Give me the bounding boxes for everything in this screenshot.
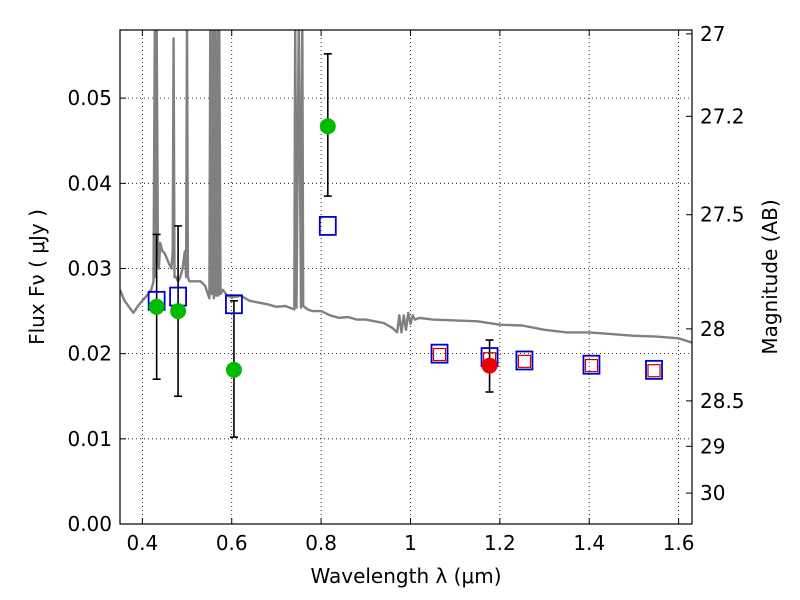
green-data-point — [319, 118, 336, 135]
green-data-point — [170, 303, 187, 320]
y-tick-label: 0.02 — [67, 342, 112, 366]
blue-square-marker — [430, 343, 449, 364]
x-axis-label: Wavelength λ (μm) — [310, 564, 501, 588]
y2-tick-label: 28 — [700, 317, 725, 341]
y-tick-label: 0.00 — [67, 512, 112, 536]
y-axis-label: Flux Fν ( μJy ) — [25, 209, 49, 345]
y2-tick-label: 30 — [700, 481, 725, 505]
x-tick-label: 0.6 — [216, 531, 248, 555]
y2-tick-label: 27 — [700, 22, 725, 46]
y-tick-label: 0.03 — [67, 256, 112, 280]
red-square-marker — [584, 358, 599, 373]
y-tick-label: 0.05 — [67, 86, 112, 110]
blue-square-marker — [225, 294, 243, 315]
plot-frame — [119, 29, 693, 525]
y2-tick-label: 28.5 — [700, 389, 745, 413]
y2-tick-label: 27.5 — [700, 203, 745, 227]
green-data-point — [148, 298, 165, 315]
red-square-marker — [432, 347, 447, 362]
grid-lines — [120, 30, 692, 525]
red-square-marker — [517, 354, 532, 368]
x-tick-label: 1.4 — [573, 531, 605, 555]
blue-square-marker — [645, 359, 663, 380]
axes: 0.4 0.6 0.8 1 1.2 1.4 1.6 0.00 0.01 0.02 0.03 0.04 0… — [67, 22, 744, 555]
model-spectrum-line — [120, 30, 692, 344]
y2-tick-label: 27.2 — [700, 104, 745, 128]
y-tick-label: 0.01 — [67, 427, 112, 451]
x-tick-label: 1 — [404, 531, 417, 555]
red-square-marker — [647, 364, 661, 378]
x-tick-label: 1.2 — [484, 531, 516, 555]
y2-axis-label: Magnitude (AB) — [758, 199, 782, 354]
y-tick-label: 0.04 — [67, 171, 112, 195]
x-tick-label: 0.4 — [126, 531, 158, 555]
x-tick-label: 0.8 — [305, 531, 337, 555]
plot-area — [120, 30, 692, 438]
x-tick-label: 1.6 — [663, 531, 695, 555]
blue-square-marker — [515, 350, 534, 371]
blue-square-marker — [582, 354, 601, 375]
green-data-point — [225, 361, 242, 378]
blue-square-marker — [318, 215, 337, 236]
red-data-point — [481, 357, 498, 374]
y2-tick-label: 29 — [700, 434, 725, 458]
